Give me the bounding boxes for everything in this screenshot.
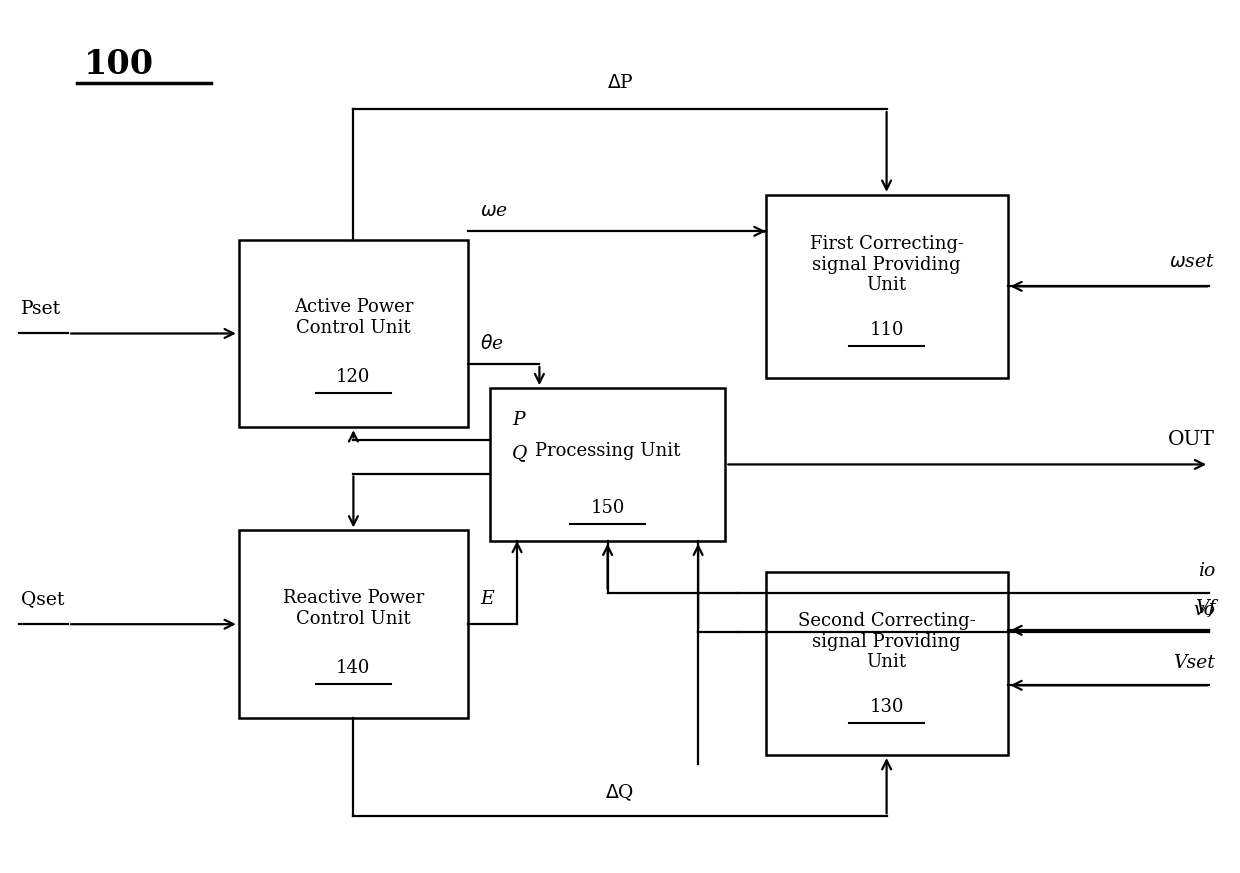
- Text: 130: 130: [869, 698, 904, 716]
- Text: Pset: Pset: [21, 299, 61, 318]
- Text: Qset: Qset: [21, 590, 64, 608]
- Text: E: E: [480, 590, 495, 608]
- Bar: [765, 195, 1007, 378]
- Bar: [238, 531, 467, 718]
- Text: P: P: [512, 411, 525, 430]
- Bar: [238, 239, 467, 428]
- Text: Active Power
Control Unit: Active Power Control Unit: [294, 299, 413, 337]
- Text: $\Delta$Q: $\Delta$Q: [605, 782, 635, 803]
- Text: 140: 140: [336, 659, 371, 677]
- Text: 120: 120: [336, 368, 371, 386]
- Text: Second Correcting-
signal Providing
Unit: Second Correcting- signal Providing Unit: [797, 612, 976, 671]
- Text: $\theta$e: $\theta$e: [480, 333, 505, 353]
- Text: vo: vo: [1193, 601, 1215, 619]
- Text: io: io: [1198, 562, 1215, 580]
- Text: $\omega$set: $\omega$set: [1169, 252, 1215, 271]
- Text: Processing Unit: Processing Unit: [534, 443, 681, 460]
- Text: Q: Q: [512, 444, 527, 463]
- Text: $\Delta$P: $\Delta$P: [606, 73, 634, 92]
- Bar: [490, 388, 725, 540]
- Text: First Correcting-
signal Providing
Unit: First Correcting- signal Providing Unit: [810, 235, 963, 294]
- Bar: [765, 572, 1007, 755]
- Text: $\omega$e: $\omega$e: [480, 202, 508, 220]
- Text: Reactive Power
Control Unit: Reactive Power Control Unit: [283, 589, 424, 628]
- Text: Vset: Vset: [1173, 654, 1215, 672]
- Text: 100: 100: [84, 48, 155, 81]
- Text: 110: 110: [869, 321, 904, 339]
- Text: 150: 150: [590, 499, 625, 517]
- Text: OUT: OUT: [1168, 430, 1215, 449]
- Text: Vf: Vf: [1194, 599, 1215, 617]
